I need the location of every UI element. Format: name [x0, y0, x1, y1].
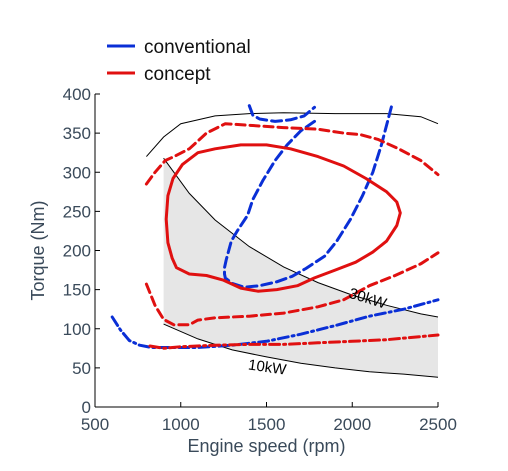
x-tick-label: 2500 — [419, 415, 457, 434]
shaded-region — [163, 158, 438, 378]
y-tick-label: 250 — [63, 202, 91, 221]
operating-region-shading — [163, 158, 438, 378]
series-concept-line-4 — [164, 143, 402, 293]
y-tick-label: 50 — [72, 359, 91, 378]
y-tick-label: 350 — [63, 124, 91, 143]
y-tick-label: 400 — [63, 85, 91, 104]
y-tick-label: 100 — [63, 320, 91, 339]
legend: conventional concept — [107, 37, 251, 85]
axes — [94, 93, 439, 408]
x-tick-label: 1500 — [248, 415, 286, 434]
data-series — [110, 104, 440, 350]
y-tick-label: 300 — [63, 163, 91, 182]
x-tick-label: 500 — [81, 415, 109, 434]
series-conventional-line-0 — [223, 104, 394, 289]
reference-curve-full-load — [146, 112, 439, 157]
legend-label-concept: concept — [144, 64, 211, 85]
y-axis-label: Torque (Nm) — [28, 200, 48, 300]
x-tick-label: 1000 — [162, 415, 200, 434]
series-conventional-line-1 — [247, 104, 316, 123]
y-tick-label: 150 — [63, 281, 91, 300]
y-tick-label: 200 — [63, 242, 91, 261]
series-concept-line-3 — [144, 122, 440, 186]
x-axis-label: Engine speed (rpm) — [187, 436, 345, 456]
series-concept-line-6 — [148, 333, 440, 350]
series-concept-line-5 — [144, 251, 440, 327]
reference-curve-10kw — [163, 323, 439, 378]
annotation-10kw: 10kW — [247, 357, 288, 379]
x-tick-label: 2000 — [333, 415, 371, 434]
tick-labels: 500 1000 1500 2000 2500 0 50 100 150 200 250 300 350… — [63, 85, 457, 434]
legend-label-conventional: conventional — [144, 37, 251, 58]
y-tick-label: 0 — [82, 398, 91, 417]
